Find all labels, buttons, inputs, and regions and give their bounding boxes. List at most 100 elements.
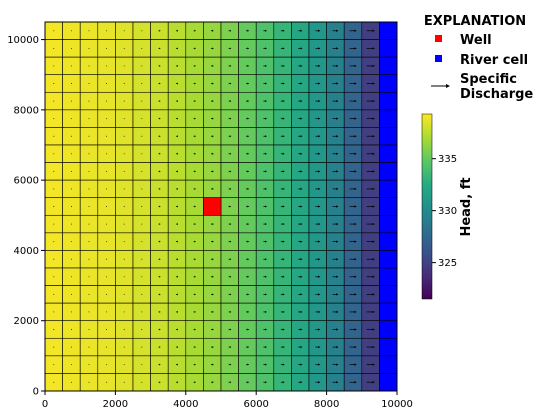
discharge-arrow [228,293,232,296]
discharge-arrow [315,47,321,50]
discharge-arrow [88,65,90,67]
discharge-arrow [88,118,90,120]
discharge-arrow [123,276,125,278]
discharge-arrow [315,117,321,120]
discharge-arrow [158,222,161,226]
discharge-arrow [315,275,321,278]
discharge-arrow [246,328,249,331]
discharge-arrow [70,329,72,330]
discharge-arrow [349,205,357,208]
discharge-arrow [106,188,108,190]
discharge-arrow [123,311,125,313]
discharge-arrow [280,258,285,261]
discharge-arrow [158,47,161,50]
discharge-arrow [70,65,72,67]
discharge-arrow [298,187,303,191]
discharge-arrow [70,100,72,102]
discharge-arrow [193,47,196,50]
discharge-arrow [280,170,285,173]
discharge-arrow [123,83,125,84]
discharge-arrow [53,276,55,278]
discharge-arrow [210,47,214,50]
discharge-arrow [315,310,321,314]
discharge-arrow [193,381,196,384]
discharge-arrow [210,222,214,226]
discharge-arrow [123,47,125,49]
discharge-arrow [158,363,161,366]
discharge-arrow [88,47,90,49]
discharge-arrow [332,205,339,208]
discharge-arrow [106,258,108,260]
discharge-arrow [228,64,232,68]
discharge-arrow [158,187,161,191]
discharge-arrow [53,65,55,67]
discharge-arrow [176,328,178,331]
discharge-arrow [88,329,90,330]
discharge-arrow [141,65,143,67]
discharge-arrow [246,170,249,173]
discharge-arrow [332,310,339,314]
discharge-arrow [141,223,143,225]
discharge-arrow [332,258,339,261]
discharge-arrow [176,240,178,243]
legend-river-label: River cell [460,53,528,68]
discharge-arrow [141,47,143,49]
discharge-arrow [366,240,375,243]
discharge-arrow [366,82,375,85]
discharge-arrow [246,47,249,50]
discharge-arrow [193,152,196,155]
discharge-arrow [228,135,232,138]
discharge-arrow [210,363,214,366]
discharge-arrow [228,47,232,50]
discharge-arrow [158,293,161,296]
discharge-arrow [193,275,196,278]
discharge-arrow [176,99,178,103]
river-cell [379,144,398,163]
discharge-arrow [123,135,125,137]
discharge-arrow [123,206,125,207]
discharge-arrow [193,240,196,243]
discharge-arrow [176,205,178,208]
discharge-arrow [158,99,161,103]
discharge-arrow [263,222,267,226]
discharge-arrow [210,328,214,331]
discharge-arrow [246,205,249,208]
discharge-arrow [141,241,143,243]
discharge-arrow [280,117,285,120]
discharge-arrow [366,187,375,191]
discharge-arrow [280,240,285,243]
discharge-arrow [298,205,303,208]
discharge-arrow [141,170,143,172]
discharge-arrow [263,29,267,32]
discharge-arrow [193,99,196,103]
discharge-arrow [193,135,196,138]
y-tick-label: 8000 [14,105,39,116]
discharge-arrow [70,47,72,49]
discharge-arrow [246,187,249,191]
discharge-arrow [70,293,72,295]
discharge-arrow [298,363,303,366]
discharge-arrow [106,346,108,348]
discharge-arrow [123,170,125,172]
discharge-arrow [158,258,161,261]
discharge-arrow [366,99,375,103]
discharge-arrow [106,311,108,313]
discharge-arrow [123,118,125,120]
discharge-arrow [88,83,90,84]
discharge-arrow [158,135,161,138]
discharge-arrow [88,364,90,366]
discharge-arrow [158,117,161,120]
discharge-arrow [210,170,214,173]
discharge-arrow [366,205,375,208]
discharge-arrow [263,258,267,261]
discharge-arrow [141,135,143,137]
discharge-arrow [315,328,321,331]
discharge-arrow [193,310,196,314]
discharge-arrow [246,275,249,278]
discharge-arrow [332,328,339,331]
discharge-arrow [332,29,339,32]
discharge-arrow [228,381,232,384]
y-tick-label: 6000 [14,176,39,187]
discharge-arrow [88,311,90,313]
